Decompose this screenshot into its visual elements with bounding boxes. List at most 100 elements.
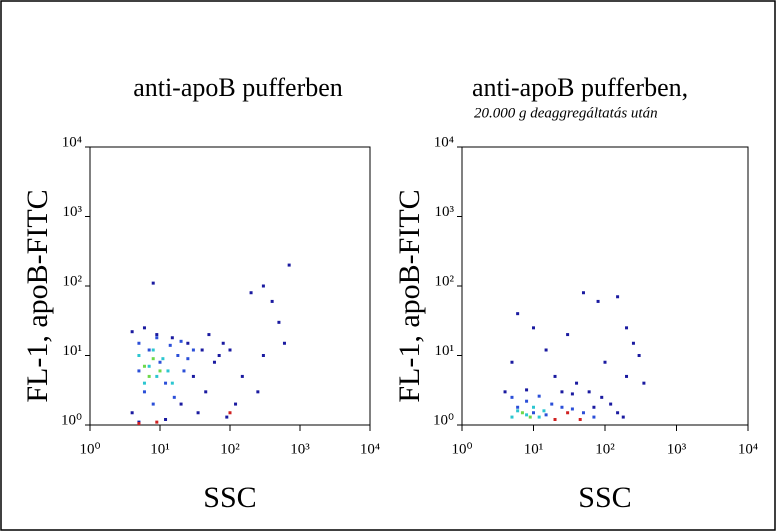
point: [532, 405, 535, 409]
point: [142, 364, 146, 368]
point: [516, 409, 520, 413]
x-tick-label: 10⁰: [451, 441, 472, 457]
y-tick-label: 10²: [435, 273, 455, 289]
point: [164, 417, 168, 421]
point: [158, 369, 162, 373]
point: [155, 336, 159, 340]
point: [592, 415, 596, 419]
point: [570, 407, 574, 411]
point: [234, 402, 238, 406]
point: [282, 341, 286, 345]
point: [256, 390, 260, 394]
point: [200, 348, 204, 352]
point: [528, 415, 532, 419]
point: [168, 343, 172, 347]
point: [137, 354, 141, 357]
point: [130, 330, 134, 334]
point: [537, 415, 541, 419]
point: [151, 402, 155, 406]
point: [560, 405, 564, 409]
point: [196, 411, 200, 415]
point: [182, 369, 186, 373]
point: [155, 420, 159, 424]
y-tick-label: 10¹: [435, 343, 455, 359]
point: [191, 348, 195, 352]
point: [151, 281, 155, 285]
point: [137, 422, 141, 426]
point: [575, 381, 579, 385]
y-tick-label: 10⁰: [433, 412, 454, 428]
point: [225, 415, 229, 419]
point: [581, 291, 585, 295]
point: [212, 360, 216, 364]
point: [151, 348, 155, 352]
point: [287, 263, 291, 267]
point: [137, 341, 141, 345]
y-tick-label: 10⁴: [62, 134, 82, 150]
x-tick-label: 10²: [595, 441, 615, 457]
point: [600, 395, 604, 399]
y-axis-label: FL-1, apoB-FITC: [21, 189, 54, 402]
point: [158, 360, 162, 364]
x-tick-label: 10³: [290, 441, 310, 457]
point: [542, 409, 546, 413]
point: [631, 341, 635, 345]
point: [578, 417, 582, 421]
point: [581, 411, 585, 415]
y-tick-label: 10⁴: [434, 134, 454, 150]
y-tick-label: 10⁰: [61, 412, 82, 428]
point: [176, 354, 180, 357]
point: [261, 354, 265, 357]
x-tick-label: 10⁴: [738, 441, 758, 457]
point: [553, 374, 557, 378]
x-tick-label: 10¹: [150, 441, 170, 457]
point: [570, 392, 574, 396]
point: [616, 411, 620, 415]
point: [221, 341, 225, 345]
point: [544, 348, 548, 352]
point: [532, 411, 535, 415]
y-tick-label: 10²: [63, 273, 83, 289]
y-tick-label: 10³: [435, 204, 455, 220]
point: [566, 411, 570, 415]
point: [510, 360, 514, 364]
point: [587, 390, 591, 394]
point: [642, 381, 646, 385]
point: [520, 411, 524, 415]
point: [532, 326, 535, 330]
point: [609, 402, 613, 406]
point: [625, 374, 629, 378]
point: [249, 291, 253, 295]
point: [170, 336, 174, 340]
point: [596, 299, 600, 303]
y-tick-label: 10³: [63, 204, 83, 220]
chart-title: anti-apoB pufferben: [133, 73, 343, 102]
point: [228, 411, 232, 415]
chart-subtitle: 20.000 g deaggregáltatás után: [474, 105, 658, 121]
point: [510, 415, 514, 419]
point: [155, 333, 159, 337]
x-tick-label: 10⁰: [79, 441, 100, 457]
point: [179, 402, 183, 406]
point: [566, 333, 570, 337]
point: [172, 395, 176, 399]
x-tick-label: 10⁴: [360, 441, 380, 457]
x-axis-label: SSC: [578, 481, 631, 514]
point: [516, 312, 520, 316]
point: [204, 390, 208, 394]
point: [130, 411, 134, 415]
point: [503, 390, 507, 394]
point: [261, 284, 265, 288]
point: [179, 339, 183, 343]
point: [142, 390, 146, 394]
point: [166, 369, 170, 373]
point: [637, 354, 641, 357]
point: [537, 394, 541, 398]
point: [217, 354, 221, 357]
point: [516, 405, 520, 409]
point: [186, 341, 190, 345]
x-axis-label: SSC: [203, 481, 256, 514]
point: [155, 374, 159, 378]
point: [544, 413, 548, 417]
